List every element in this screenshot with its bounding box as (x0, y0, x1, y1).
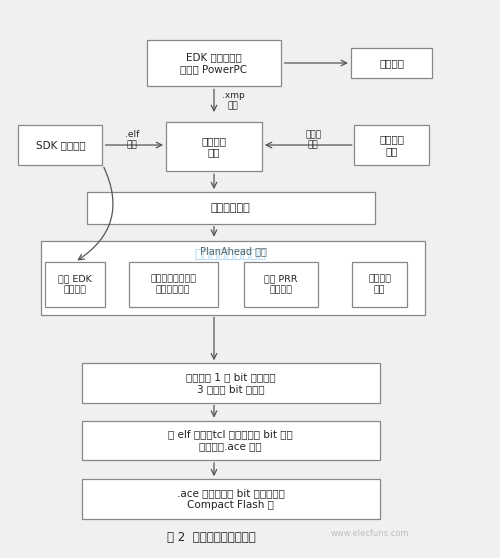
Text: .elf
文件: .elf 文件 (124, 130, 139, 149)
Bar (352, 262, 407, 307)
Text: 生成静态 1 个 bit 流文件和
3 个动态 bit 流文件: 生成静态 1 个 bit 流文件和 3 个动态 bit 流文件 (186, 372, 276, 394)
Text: 实例化
元件: 实例化 元件 (306, 130, 322, 149)
Bar (45, 262, 105, 307)
Text: 顶层设计综合: 顶层设计综合 (211, 203, 250, 213)
Bar (82, 363, 380, 402)
Text: 将 elf 文件、tcl 文件和静态 bit 文件
合并生成.ace 文件: 将 elf 文件、tcl 文件和静态 bit 文件 合并生成.ace 文件 (168, 430, 293, 451)
Text: www.elecfuns.com: www.elecfuns.com (330, 529, 409, 538)
Text: 创建顶层
设计: 创建顶层 设计 (202, 136, 226, 157)
Text: SDK 软件编程: SDK 软件编程 (36, 140, 85, 150)
Text: 图 2  动态重构设计流程图: 图 2 动态重构设计流程图 (167, 531, 256, 544)
Bar (18, 126, 102, 165)
Bar (82, 421, 380, 460)
Text: EDK 设计嵌入式
处理器 PowerPC: EDK 设计嵌入式 处理器 PowerPC (180, 52, 248, 74)
Bar (82, 479, 380, 518)
Bar (244, 262, 318, 307)
Bar (354, 126, 429, 165)
Bar (41, 240, 425, 315)
Bar (87, 192, 375, 224)
Text: .ace 文件和动态 bit 文件装载至
Compact Flash 卡: .ace 文件和动态 bit 文件装载至 Compact Flash 卡 (177, 488, 284, 509)
Text: 创新网容小中文社区: 创新网容小中文社区 (195, 248, 267, 261)
Text: .xmp
文件: .xmp 文件 (222, 91, 244, 110)
Text: 控制算法
模块: 控制算法 模块 (379, 134, 404, 156)
Bar (351, 48, 432, 78)
Text: 设置控制算法模块
为可重构模块: 设置控制算法模块 为可重构模块 (150, 275, 196, 294)
Text: 设置 PRR
区域约束: 设置 PRR 区域约束 (264, 275, 298, 294)
Text: 外围器件: 外围器件 (379, 58, 404, 68)
Text: 动态模块
装配: 动态模块 装配 (368, 275, 391, 294)
Bar (166, 122, 262, 171)
Bar (147, 40, 281, 86)
Bar (129, 262, 218, 307)
Text: PlanAhead 工程: PlanAhead 工程 (200, 246, 266, 256)
Text: 导入 EDK
约束文件: 导入 EDK 约束文件 (58, 275, 92, 294)
